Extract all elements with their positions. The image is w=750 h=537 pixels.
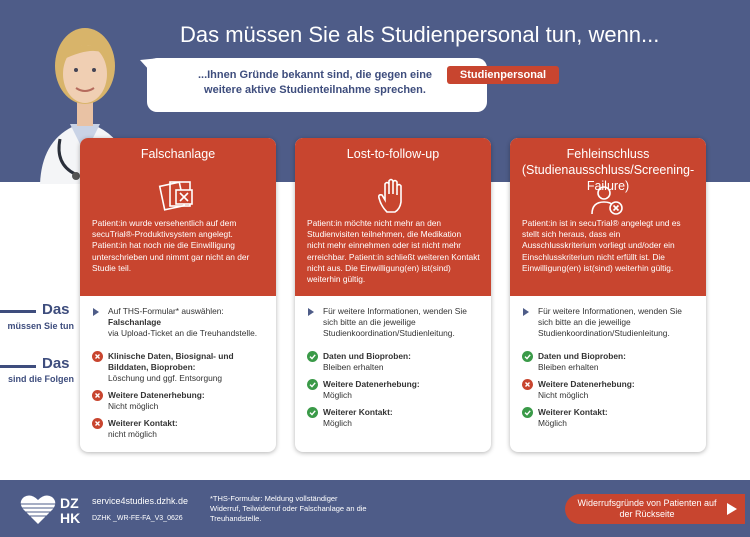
card-title: Lost-to-follow-up	[346, 147, 440, 161]
card: Lost-to-follow-up Patient:in möchte nich…	[295, 138, 491, 452]
logo-text: DZ	[60, 495, 79, 511]
action: Für weitere Informationen, wenden Sie si…	[307, 306, 483, 339]
card-description: Patient:in möchte nicht mehr an den Stud…	[307, 218, 480, 285]
card-description: Patient:in wurde versehentlich auf dem s…	[92, 218, 250, 273]
card-title: Fehleinschluss (Studienausschluss/Screen…	[521, 147, 695, 193]
side-line	[0, 310, 36, 313]
consequence: Weitere Datenerhebung: Nicht möglich	[522, 379, 698, 401]
arrow-icon	[727, 503, 737, 515]
title: Das müssen Sie als Studienpersonal tun, …	[180, 22, 660, 47]
action-intro: Für weitere Informationen, wenden Sie si…	[538, 306, 682, 338]
card-icon	[378, 178, 402, 213]
consequence: Weitere Datenerhebung: Möglich	[307, 379, 483, 401]
document-code: DZHK _WR-FE-FA_V3_0626	[92, 515, 183, 522]
cross-icon	[522, 379, 533, 390]
consequence-value: Möglich	[323, 418, 352, 428]
speech-bubble	[147, 58, 487, 112]
card-description: Patient:in ist in secuTrial® angelegt un…	[522, 218, 681, 273]
consequence-label: Klinische Daten, Biosignal- und Bilddate…	[108, 351, 234, 372]
check-icon	[307, 351, 318, 362]
logo-heart	[20, 495, 56, 524]
action-intro: Für weitere Informationen, wenden Sie si…	[323, 306, 467, 338]
card-header	[510, 138, 706, 296]
consequence-label: Weiterer Kontakt:	[323, 407, 393, 417]
consequence-value: Möglich	[323, 390, 352, 400]
card-title: Falschanlage	[140, 147, 216, 161]
cross-icon	[92, 418, 103, 429]
consequence-value: nicht möglich	[108, 429, 157, 439]
side-label-small: müssen Sie tun	[7, 321, 74, 331]
consequence-value: Bleiben erhalten	[538, 362, 599, 372]
consequence-value: Bleiben erhalten	[323, 362, 384, 372]
card-header	[295, 138, 491, 296]
speech-text: ...Ihnen Gründe bekannt sind, die gegen …	[197, 69, 433, 96]
consequence-label: Weitere Datenerhebung:	[538, 379, 635, 389]
consequence: Weiterer Kontakt: Möglich	[522, 407, 698, 429]
url: service4studies.dzhk.de	[92, 496, 189, 506]
check-icon	[307, 407, 318, 418]
button-label: Widerrufsgründe von Patienten auf der Rü…	[577, 498, 717, 519]
consequence: Weiterer Kontakt: nicht möglich	[92, 418, 268, 440]
consequence-value: Möglich	[538, 418, 567, 428]
side-label-big: Das	[42, 355, 70, 372]
check-icon	[522, 351, 533, 362]
side-label-small: sind die Folgen	[7, 374, 74, 384]
consequence-label: Weiterer Kontakt:	[108, 418, 178, 428]
consequence-label: Daten und Bioproben:	[538, 351, 626, 361]
action: Für weitere Informationen, wenden Sie si…	[522, 306, 698, 339]
consequence: Klinische Daten, Biosignal- und Bilddate…	[92, 351, 268, 384]
consequence-label: Weiterer Kontakt:	[538, 407, 608, 417]
action: Auf THS-Formular* auswählen: Falschanlage…	[92, 306, 268, 339]
check-icon	[307, 379, 318, 390]
consequence-value: Löschung und ggf. Entsorgung	[108, 373, 223, 383]
card-header	[80, 138, 276, 296]
footnote: *THS-Formular: Meldung vollständiger Wid…	[210, 494, 367, 523]
cross-icon	[92, 351, 103, 362]
back-page-button[interactable]: Widerrufsgründe von Patienten auf der Rü…	[565, 494, 745, 524]
consequence-label: Weitere Datenerhebung:	[323, 379, 420, 389]
cross-icon	[92, 390, 103, 401]
role-tag: Studienpersonal	[447, 66, 559, 84]
action-intro: Auf THS-Formular* auswählen:	[108, 306, 224, 316]
consequence-label: Weitere Datenerhebung:	[108, 390, 205, 400]
consequence-value: Nicht möglich	[538, 390, 589, 400]
side-line	[0, 365, 36, 368]
logo-text: HK	[60, 510, 81, 526]
side-label-big: Das	[42, 301, 70, 318]
consequence: Daten und Bioproben: Bleiben erhalten	[307, 351, 483, 373]
consequence: Daten und Bioproben: Bleiben erhalten	[522, 351, 698, 373]
consequence-value: Nicht möglich	[108, 401, 159, 411]
card-icon	[591, 186, 623, 215]
check-icon	[522, 407, 533, 418]
consequence-label: Daten und Bioproben:	[323, 351, 411, 361]
card-icon	[158, 181, 193, 211]
action-highlight: Falschanlage	[108, 317, 162, 327]
card: Fehleinschluss (Studienausschluss/Screen…	[510, 138, 706, 452]
card: Falschanlage Patient:in wurde versehentl…	[80, 138, 276, 452]
action-outro: via Upload-Ticket an die Treuhandstelle.	[108, 328, 258, 338]
consequence: Weitere Datenerhebung: Nicht möglich	[92, 390, 268, 412]
consequence: Weiterer Kontakt: Möglich	[307, 407, 483, 429]
